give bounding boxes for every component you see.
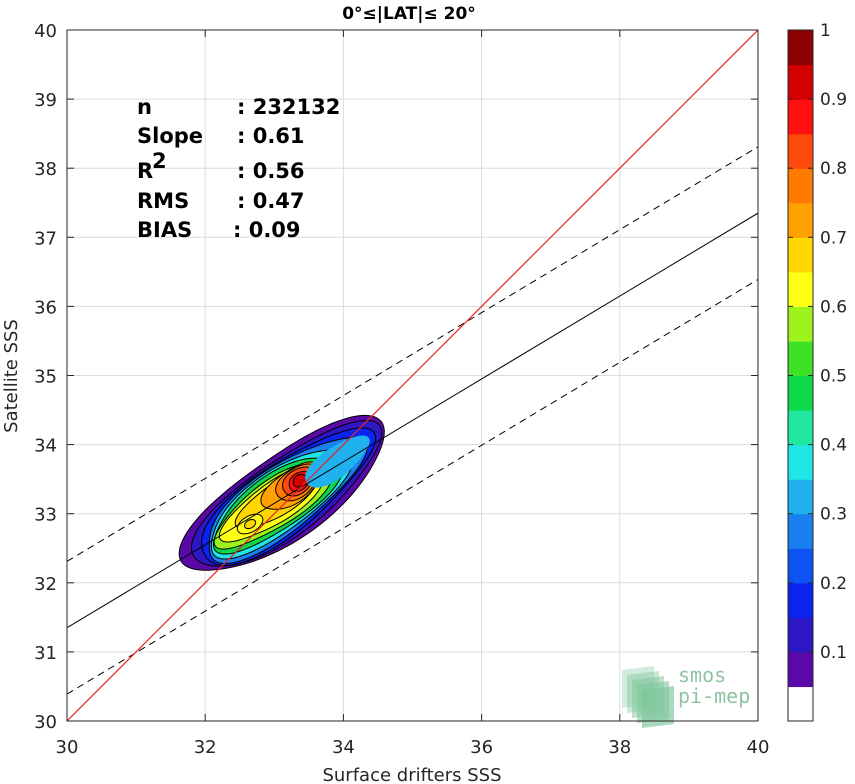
stat-label: Slope	[137, 124, 203, 148]
colorbar-segment	[788, 340, 813, 377]
colorbar-segment	[788, 99, 813, 135]
x-tick-label: 36	[470, 737, 493, 758]
colorbar-tick-label: 0.4	[820, 436, 847, 456]
stat-label: BIAS	[137, 218, 192, 242]
fit-line	[67, 212, 758, 629]
stat-label: RMS	[137, 189, 189, 213]
y-tick-label: 30	[34, 712, 57, 733]
colorbar-segment	[788, 617, 813, 653]
colorbar-tick-label: 0.3	[820, 505, 847, 525]
colorbar-segment	[788, 306, 813, 342]
y-tick-label: 40	[34, 21, 57, 42]
logo-text-smos: smos	[678, 663, 726, 687]
colorbar-tick-label: 0.8	[820, 159, 847, 179]
fit-upper-bound-line	[67, 146, 758, 562]
colorbar-segment	[788, 651, 813, 688]
y-axis-label: Satellite SSS	[1, 319, 22, 433]
y-tick-label: 35	[34, 367, 57, 388]
x-axis-label: Surface drifters SSS	[322, 765, 501, 784]
identity-line	[67, 30, 758, 721]
chart-title: 0°≤|LAT|≤ 20°	[342, 4, 476, 24]
colorbar: 0.1 0.2 0.3 0.4 0.5 0.6 0.7 0.8 0.9 1	[787, 21, 847, 722]
colorbar-segment	[788, 513, 813, 549]
stat-value: : 232132	[237, 95, 340, 119]
x-tick-label: 34	[332, 737, 355, 758]
y-tick-label: 39	[34, 90, 57, 111]
grid	[66, 29, 759, 722]
stat-label: R	[137, 159, 153, 183]
colorbar-segment	[788, 410, 813, 446]
colorbar-tick-label: 0.9	[820, 90, 847, 110]
x-axis-ticks: 30 32 34 36 38 40	[56, 30, 770, 758]
stat-value: : 0.09	[233, 218, 301, 242]
colorbar-segment	[788, 375, 813, 411]
colorbar-tick-label: 0.1	[820, 643, 847, 663]
y-tick-label: 37	[34, 228, 57, 249]
colorbar-segment	[788, 202, 813, 238]
colorbar-tick-label: 0.7	[820, 228, 847, 248]
statistics-box: n : 232132 Slope : 0.61 R2 : 0.56 RMS : 0.47 BIA…	[137, 95, 340, 242]
y-axis-ticks: 30 31 32 33 34 35 36 37 38 39 40	[34, 21, 758, 733]
colorbar-segment	[788, 133, 813, 169]
stat-value: : 0.61	[237, 124, 305, 148]
colorbar-tick-label: 0.6	[820, 297, 847, 317]
colorbar-tick-label: 0.5	[820, 367, 847, 387]
stat-label-superscript: 2	[152, 149, 167, 173]
stat-value: : 0.56	[237, 159, 305, 183]
colorbar-segment	[788, 30, 813, 66]
colorbar-segment	[788, 686, 813, 722]
y-tick-label: 33	[34, 505, 57, 526]
secondary-peak-core	[244, 518, 257, 530]
colorbar-segment	[788, 444, 813, 480]
stat-label: n	[137, 95, 152, 119]
logo-wave-layer	[642, 686, 674, 728]
x-tick-label: 32	[194, 737, 217, 758]
stat-value: : 0.47	[237, 189, 305, 213]
colorbar-tick-label: 1	[820, 21, 831, 41]
logo-text-pimep: pi-mep	[678, 684, 750, 708]
x-tick-label: 30	[56, 737, 79, 758]
y-tick-label: 32	[34, 574, 57, 595]
colorbar-tick-label: 0.2	[820, 574, 847, 594]
y-tick-label: 31	[34, 643, 57, 664]
colorbar-segment	[788, 548, 813, 584]
colorbar-segment	[788, 168, 813, 204]
x-tick-label: 38	[608, 737, 631, 758]
y-tick-label: 34	[34, 436, 57, 457]
y-tick-label: 38	[34, 159, 57, 180]
colorbar-segment	[788, 237, 813, 273]
colorbar-segment	[788, 582, 813, 618]
reference-lines	[67, 30, 758, 721]
colorbar-segment	[788, 64, 813, 100]
fit-lower-bound-line	[67, 279, 758, 695]
x-tick-label: 40	[747, 737, 770, 758]
y-tick-label: 36	[34, 297, 57, 318]
colorbar-segment	[788, 479, 813, 515]
colorbar-segment	[788, 271, 813, 307]
